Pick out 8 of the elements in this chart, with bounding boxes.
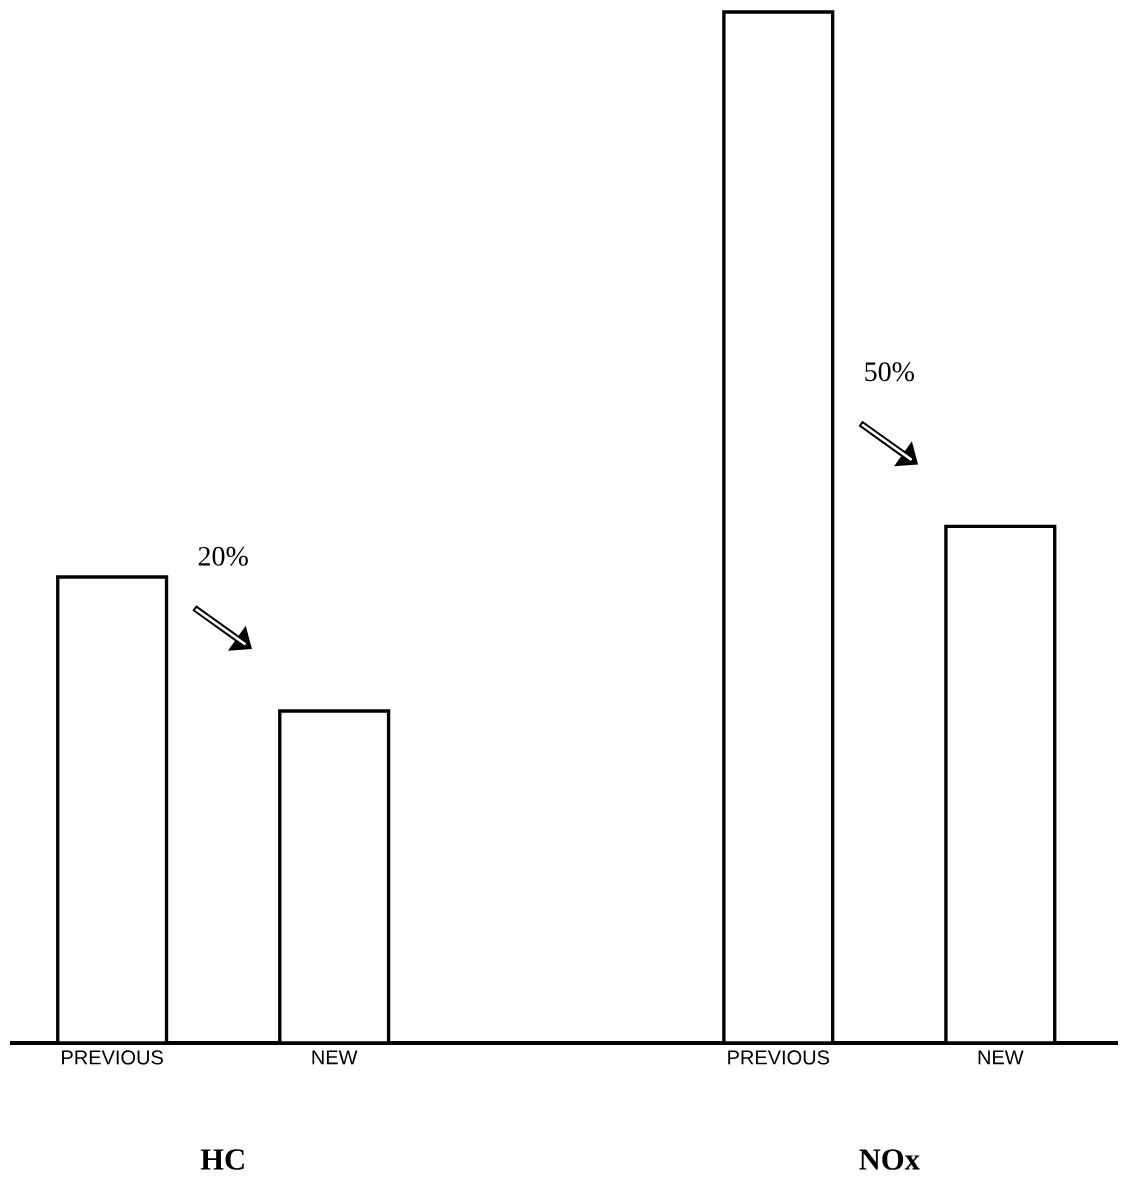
text: HC bbox=[200, 1149, 244, 1170]
x-tick-label: PREVIOUS bbox=[62, 1050, 163, 1065]
annotation: 50% bbox=[865, 362, 915, 382]
text: NOx bbox=[859, 1149, 920, 1170]
x-tick-label: NEW bbox=[978, 1050, 1024, 1065]
x-tick-label: PREVIOUS bbox=[728, 1050, 830, 1065]
annotation: 20% bbox=[198, 546, 248, 566]
x-tick-label: NEW bbox=[312, 1050, 358, 1065]
